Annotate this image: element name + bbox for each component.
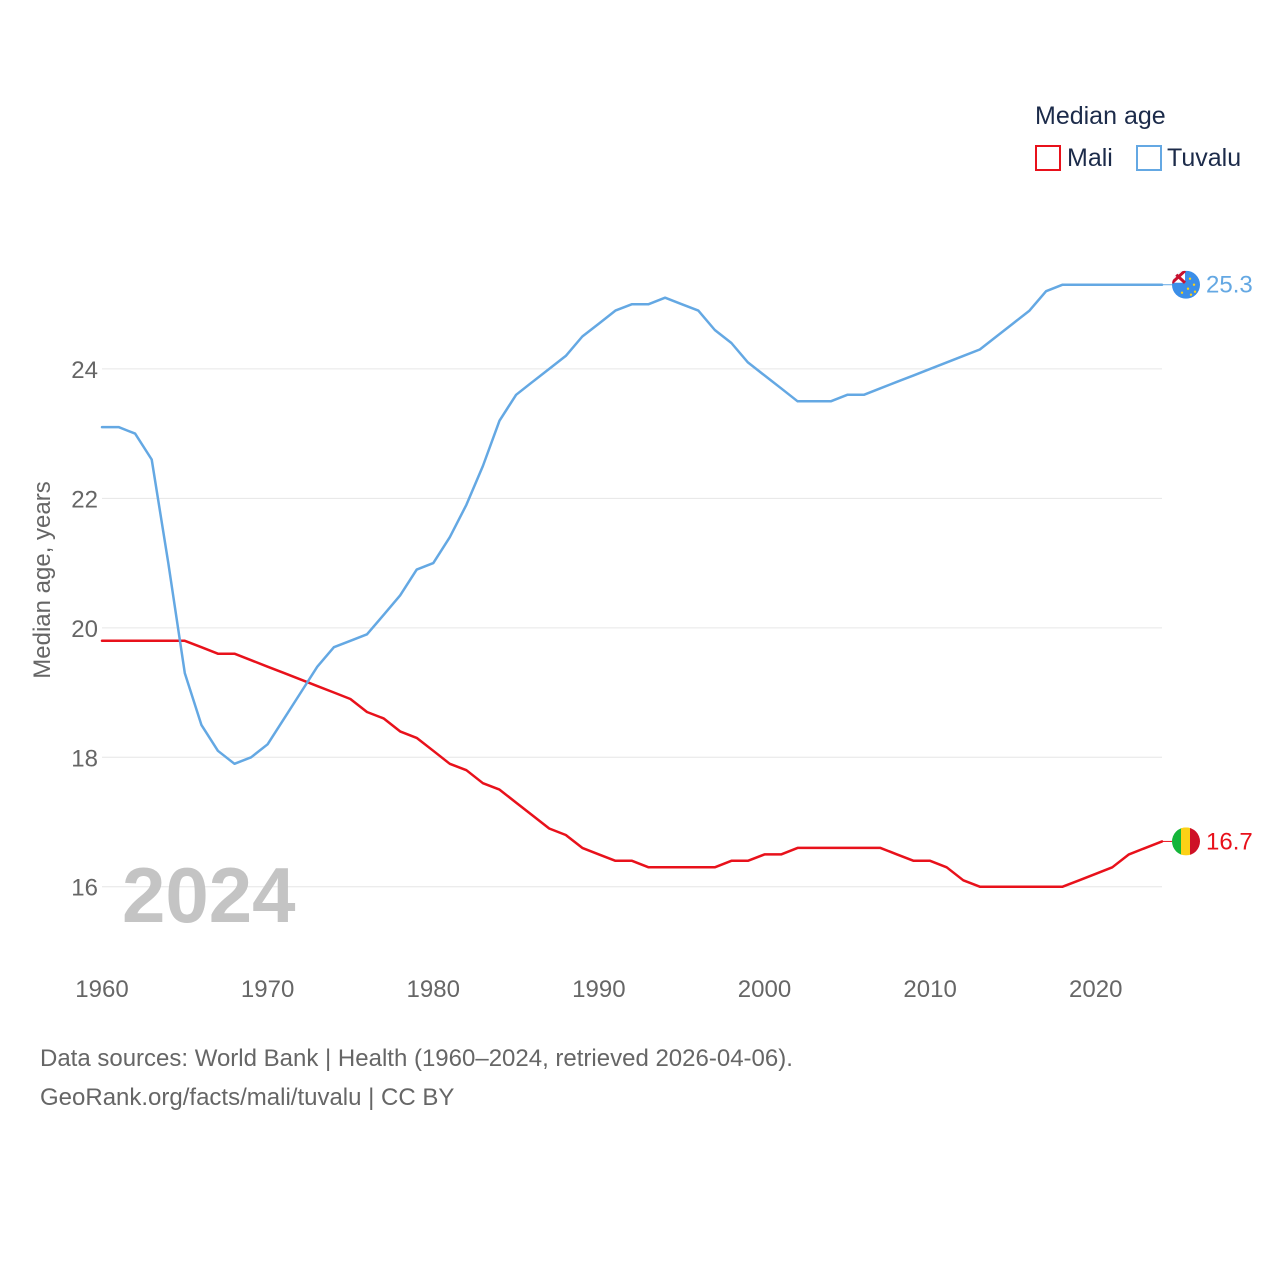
x-tick-label: 1980 xyxy=(407,976,460,1003)
end-value-label-mali: 16.7 xyxy=(1206,828,1253,855)
x-tick-label: 2000 xyxy=(738,976,791,1003)
x-axis: 1960 1970 1980 1990 2000 2010 2020 xyxy=(75,976,1122,1003)
y-tick-label: 24 xyxy=(71,357,98,384)
series-end-markers: 16.7 25.3 xyxy=(1162,270,1253,856)
end-value-label-tuvalu: 25.3 xyxy=(1206,272,1253,299)
source-note: Data sources: World Bank | Health (1960–… xyxy=(40,1045,793,1072)
attribution-note: GeoRank.org/facts/mali/tuvalu | CC BY xyxy=(40,1084,455,1111)
y-tick-label: 22 xyxy=(71,486,98,513)
current-year-label: 2024 xyxy=(122,851,296,939)
legend-label-tuvalu[interactable]: Tuvalu xyxy=(1167,144,1241,172)
legend-title: Median age xyxy=(1035,102,1166,130)
legend: Median age Mali Tuvalu xyxy=(1035,102,1241,172)
flag-icon-mali xyxy=(1172,827,1200,856)
legend-swatch-mali[interactable] xyxy=(1035,145,1061,171)
flag-icon-tuvalu xyxy=(1172,270,1200,299)
series-lines xyxy=(100,283,1164,888)
series-line-tuvalu[interactable] xyxy=(100,283,1164,766)
y-tick-label: 16 xyxy=(71,875,98,902)
legend-label-mali[interactable]: Mali xyxy=(1067,144,1113,172)
legend-swatch-tuvalu[interactable] xyxy=(1136,145,1162,171)
y-tick-label: 20 xyxy=(71,616,98,643)
x-tick-label: 2010 xyxy=(903,976,956,1003)
grid-lines xyxy=(102,368,1162,888)
x-tick-label: 1960 xyxy=(75,976,128,1003)
y-axis: 16 18 20 22 24 xyxy=(71,357,98,902)
x-tick-label: 1990 xyxy=(572,976,625,1003)
y-axis-title: Median age, years xyxy=(29,481,56,678)
x-tick-label: 2020 xyxy=(1069,976,1122,1003)
series-line-mali[interactable] xyxy=(100,639,1164,888)
x-tick-label: 1970 xyxy=(241,976,294,1003)
y-tick-label: 18 xyxy=(71,745,98,772)
